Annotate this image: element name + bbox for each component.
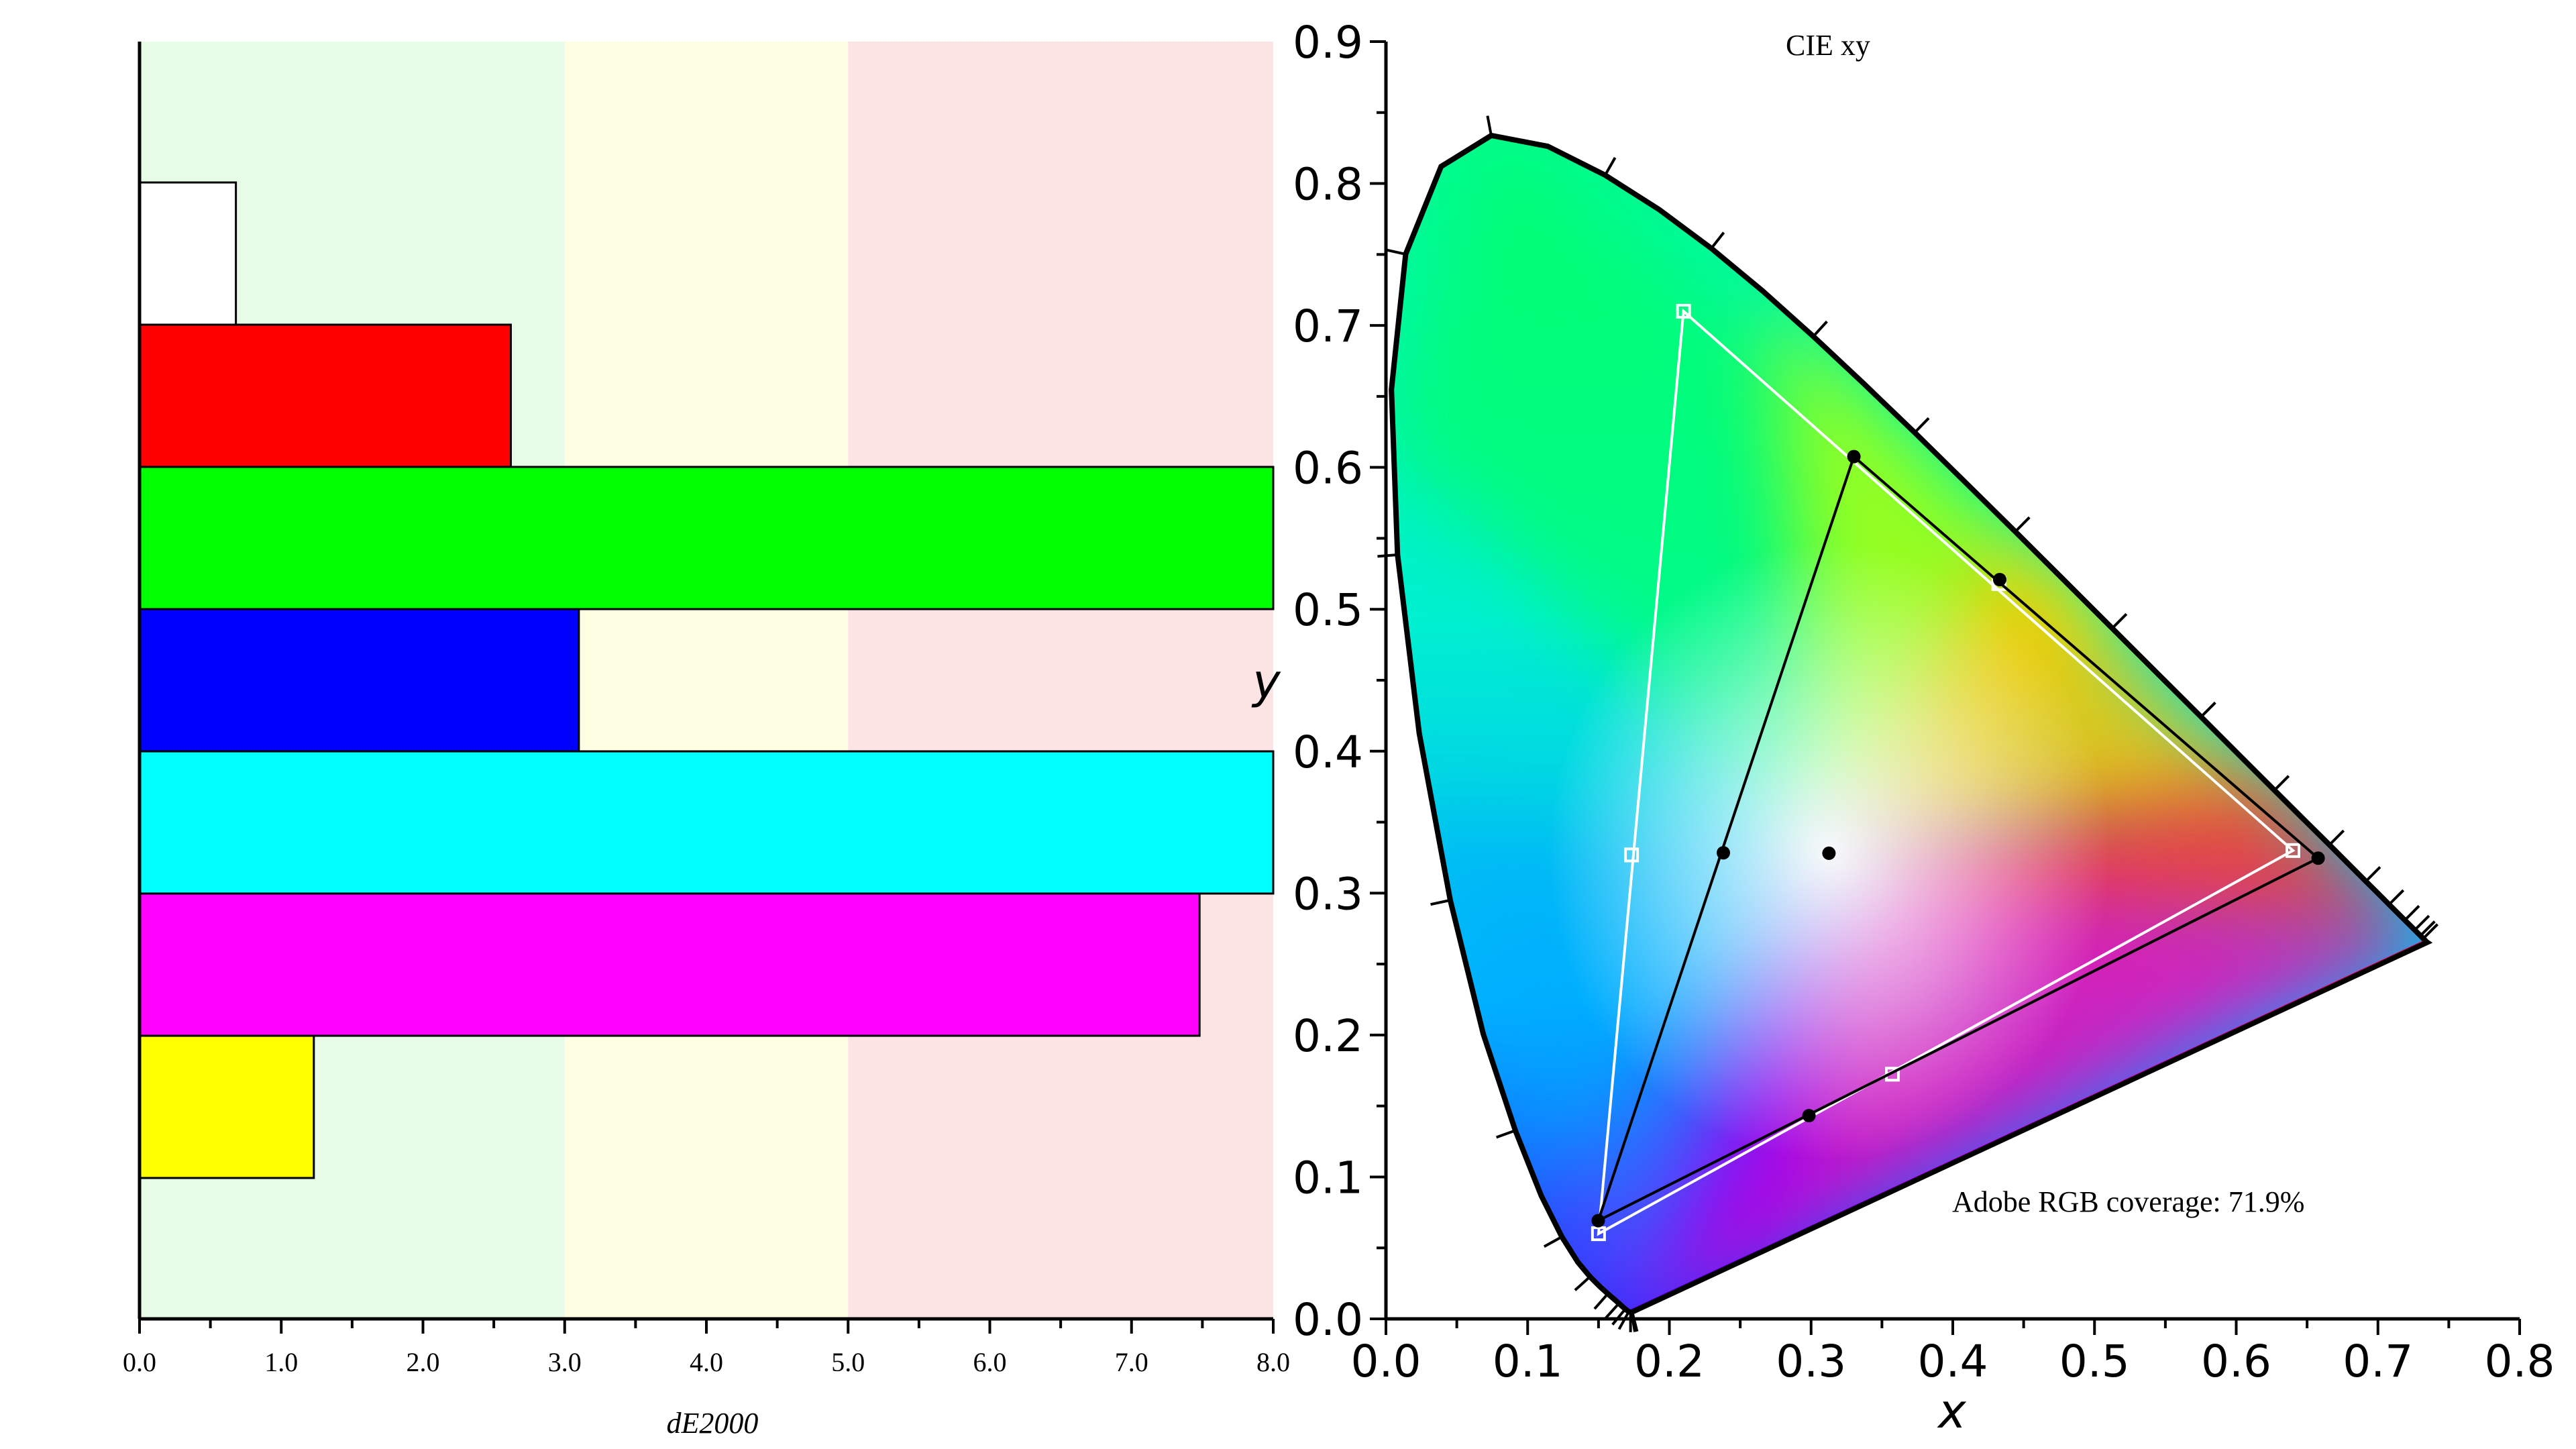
bar-x-tick-label: 7.0 (1115, 1347, 1148, 1377)
wavelength-tick (2388, 889, 2405, 906)
wavelength-tick (1593, 1293, 1609, 1310)
reference-gamut-point (2286, 843, 2300, 858)
measured-gamut-white-point (1822, 846, 1836, 860)
tolerance-zone-1 (564, 42, 849, 1319)
wavelength-tick (2111, 612, 2128, 629)
wavelength-tick (1430, 898, 1451, 906)
cie-x-tick-label: 0.0 (1351, 1336, 1421, 1387)
wavelength-tick (1630, 1311, 1637, 1332)
cie-y-tick-label: 0.5 (1293, 584, 1363, 636)
wavelength-tick (1710, 231, 1725, 250)
wavelength-tick (1543, 1235, 1563, 1248)
measured-gamut-triangle (1591, 449, 2325, 1228)
reference-gamut-point (1591, 1226, 1606, 1242)
bar-3 (138, 608, 580, 753)
bar-x-ticks: 0.0 1.0 2.0 3.0 4.0 5.0 6.0 7.0 8.0 (123, 1319, 1290, 1377)
cie-x-tick-label: 0.7 (2343, 1336, 2413, 1387)
bar-2 (138, 466, 1275, 610)
wavelength-tick (2404, 905, 2420, 922)
cie-x-tick-label: 0.3 (1776, 1336, 1846, 1387)
reference-gamut-point (1676, 303, 1691, 319)
cie-y-tick-label: 0.3 (1293, 868, 1363, 920)
cie-y-axis-label: y (1251, 654, 1281, 709)
wavelength-tick (1385, 248, 1406, 256)
wavelength-tick (2273, 775, 2290, 792)
coverage-annotation: Adobe RGB coverage: 71.9% (1952, 1185, 2304, 1218)
bar-x-tick-label: 1.0 (264, 1347, 298, 1377)
cie-x-tick-label: 0.4 (1918, 1336, 1988, 1387)
wavelength-tick (1913, 417, 1930, 434)
cie-y-tick-label: 0.7 (1293, 301, 1363, 352)
cie-x-axis-label: x (1937, 1384, 1966, 1439)
wavelength-tick (1495, 1129, 1516, 1139)
wavelength-ticks (1377, 115, 2438, 1332)
cie-x-tick-label: 0.8 (2485, 1336, 2555, 1387)
wavelength-tick (2328, 829, 2345, 846)
cie-y-tick-label: 0.6 (1293, 443, 1363, 494)
reference-gamut-point (1624, 847, 1640, 863)
wavelength-tick (2419, 920, 2436, 937)
bar-1 (138, 323, 512, 468)
bar-x-axis-label: dE2000 (667, 1407, 759, 1440)
cie-x-ticks: 0.0 0.1 0.2 0.3 0.4 0.5 0.6 0.7 0.8 (1351, 1319, 2555, 1387)
cie-y-tick-label: 0.4 (1293, 727, 1363, 778)
measured-gamut-point (2311, 851, 2325, 865)
bar-x-tick-label: 2.0 (407, 1347, 440, 1377)
de2000-bar-chart: 0.0 1.0 2.0 3.0 4.0 5.0 6.0 7.0 8.0 dE2000 (123, 42, 1290, 1440)
measured-gamut-point (1847, 449, 1861, 464)
bar-x-tick-label: 5.0 (831, 1347, 865, 1377)
cie-x-tick-label: 0.2 (1634, 1336, 1705, 1387)
wavelength-tick (2365, 866, 2381, 883)
bar-x-tick-label: 3.0 (548, 1347, 582, 1377)
cie-y-tick-label: 0.2 (1293, 1010, 1363, 1062)
wavelength-tick (2200, 701, 2216, 718)
cie-y-tick-label: 0.8 (1293, 159, 1363, 211)
wavelength-tick (1486, 115, 1493, 136)
bar-series (138, 181, 1275, 1179)
bar-x-tick-label: 0.0 (123, 1347, 156, 1377)
bar-6 (138, 1034, 315, 1179)
wavelength-tick (1604, 156, 1617, 176)
measured-gamut-point (1802, 1109, 1816, 1123)
measured-gamut-outline (1596, 454, 2321, 1224)
wavelength-tick (2414, 914, 2430, 931)
tolerance-zone-2 (848, 42, 1273, 1319)
wavelength-tick (1611, 1308, 1627, 1326)
measured-gamut-point (1591, 1214, 1605, 1228)
wavelength-tick (2422, 923, 2438, 940)
wavelength-tick (1574, 1275, 1591, 1291)
cie-y-tick-label: 0.9 (1293, 17, 1363, 68)
cie-y-tick-label: 0.1 (1293, 1152, 1363, 1203)
cie-title: CIE xy (1786, 29, 1870, 62)
wavelength-tick (2014, 516, 2031, 533)
reference-gamut-outline (1597, 308, 2296, 1236)
bar-4 (138, 750, 1275, 895)
cie-x-tick-label: 0.5 (2059, 1336, 2130, 1387)
bar-x-tick-label: 8.0 (1256, 1347, 1290, 1377)
bar-x-tick-label: 6.0 (973, 1347, 1007, 1377)
wavelength-tick (1812, 320, 1828, 337)
cie-y-ticks: 0.0 0.1 0.2 0.3 0.4 0.5 0.6 0.7 0.8 0.9 (1293, 17, 1386, 1346)
spectral-locus-fill (1391, 136, 2428, 1312)
measured-gamut-point (1992, 573, 2006, 587)
measured-gamut-point (1716, 846, 1730, 860)
wavelength-tick (1604, 1302, 1620, 1320)
bar-x-tick-label: 4.0 (690, 1347, 723, 1377)
bar-0 (138, 181, 237, 326)
bar-5 (138, 892, 1201, 1037)
cie-y-tick-label: 0.0 (1293, 1294, 1363, 1346)
cie-x-tick-label: 0.1 (1493, 1336, 1563, 1387)
cie-x-tick-label: 0.6 (2201, 1336, 2271, 1387)
cie-xy-diagram: 0.0 0.1 0.2 0.3 0.4 0.5 0.6 0.7 0.8 0.0 0.1 0.2 0.3… (1251, 17, 2555, 1439)
